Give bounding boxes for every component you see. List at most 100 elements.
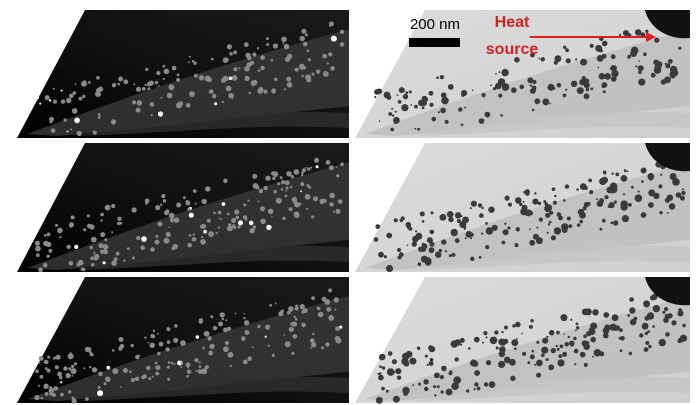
- particle: [220, 312, 225, 317]
- particle: [286, 77, 291, 82]
- particle: [281, 180, 285, 184]
- particle: [291, 352, 294, 355]
- particle: [96, 88, 100, 92]
- particle: [93, 252, 95, 254]
- particle: [338, 199, 342, 203]
- particle: [295, 68, 299, 72]
- particle: [71, 365, 74, 368]
- particle: [530, 84, 532, 86]
- particle: [202, 347, 205, 350]
- particle: [374, 237, 379, 242]
- particle: [303, 42, 308, 47]
- particle: [556, 345, 558, 347]
- particle: [308, 186, 311, 189]
- particle: [205, 186, 210, 191]
- particle: [45, 95, 50, 100]
- particle: [425, 355, 428, 358]
- particle: [381, 387, 385, 391]
- particle: [405, 91, 408, 94]
- particle: [449, 370, 452, 373]
- particle: [70, 352, 72, 354]
- particle: [641, 168, 647, 174]
- particle: [400, 219, 404, 223]
- particle: [305, 167, 307, 169]
- particle: [523, 201, 525, 203]
- particle: [392, 114, 394, 116]
- particle: [598, 67, 600, 69]
- particle: [508, 203, 512, 207]
- particle: [173, 363, 175, 365]
- particle: [520, 85, 525, 90]
- particle: [501, 331, 503, 333]
- particle: [558, 216, 563, 221]
- particle: [53, 100, 57, 104]
- particle: [310, 167, 312, 169]
- particle: [432, 117, 437, 122]
- particle: [136, 87, 141, 92]
- particle: [629, 297, 634, 302]
- particle: [255, 185, 259, 189]
- particle: [379, 120, 381, 122]
- particle: [429, 103, 433, 107]
- particle: [483, 331, 487, 335]
- particle: [382, 366, 385, 369]
- particle: [40, 397, 43, 400]
- particle: [186, 375, 189, 378]
- particle: [577, 87, 584, 94]
- particle: [66, 245, 70, 249]
- particle: [49, 99, 51, 101]
- particle: [551, 85, 553, 87]
- particle: [260, 219, 266, 225]
- particle: [229, 52, 233, 56]
- particle: [194, 74, 198, 78]
- particle: [106, 366, 110, 370]
- particle: [422, 106, 425, 109]
- particle: [490, 84, 492, 86]
- particle: [418, 383, 421, 386]
- particle: [397, 94, 399, 96]
- particle: [281, 188, 284, 191]
- particle: [152, 335, 156, 339]
- particle: [599, 198, 604, 203]
- particle: [429, 91, 434, 96]
- particle: [201, 236, 203, 238]
- particle: [549, 103, 551, 105]
- particle: [69, 225, 72, 228]
- particle: [466, 389, 469, 392]
- particle: [635, 194, 643, 202]
- particle: [38, 385, 40, 387]
- particle: [599, 178, 606, 185]
- particle: [144, 337, 146, 339]
- particle: [222, 318, 225, 321]
- particle: [160, 204, 162, 206]
- particle: [409, 358, 416, 365]
- particle: [90, 246, 93, 249]
- particle: [510, 376, 515, 381]
- particle: [289, 327, 294, 332]
- particle: [187, 208, 190, 211]
- particle: [70, 128, 72, 130]
- particle: [585, 341, 589, 345]
- particle: [203, 230, 207, 234]
- particle: [644, 347, 649, 352]
- particle: [235, 211, 238, 214]
- particle: [43, 384, 48, 389]
- particle: [587, 202, 591, 206]
- particle: [505, 196, 510, 201]
- particle: [300, 190, 302, 192]
- particle: [638, 191, 640, 193]
- particle: [208, 231, 214, 237]
- particle: [603, 333, 609, 339]
- particle: [47, 369, 51, 373]
- particle: [515, 197, 522, 204]
- particle: [165, 347, 169, 351]
- particle: [98, 243, 103, 248]
- particle: [223, 346, 229, 352]
- particle: [393, 396, 400, 403]
- particle: [266, 225, 271, 230]
- particle: [536, 373, 541, 378]
- particle: [590, 337, 596, 343]
- particle: [169, 213, 175, 219]
- particle: [471, 201, 477, 207]
- particle: [307, 50, 310, 53]
